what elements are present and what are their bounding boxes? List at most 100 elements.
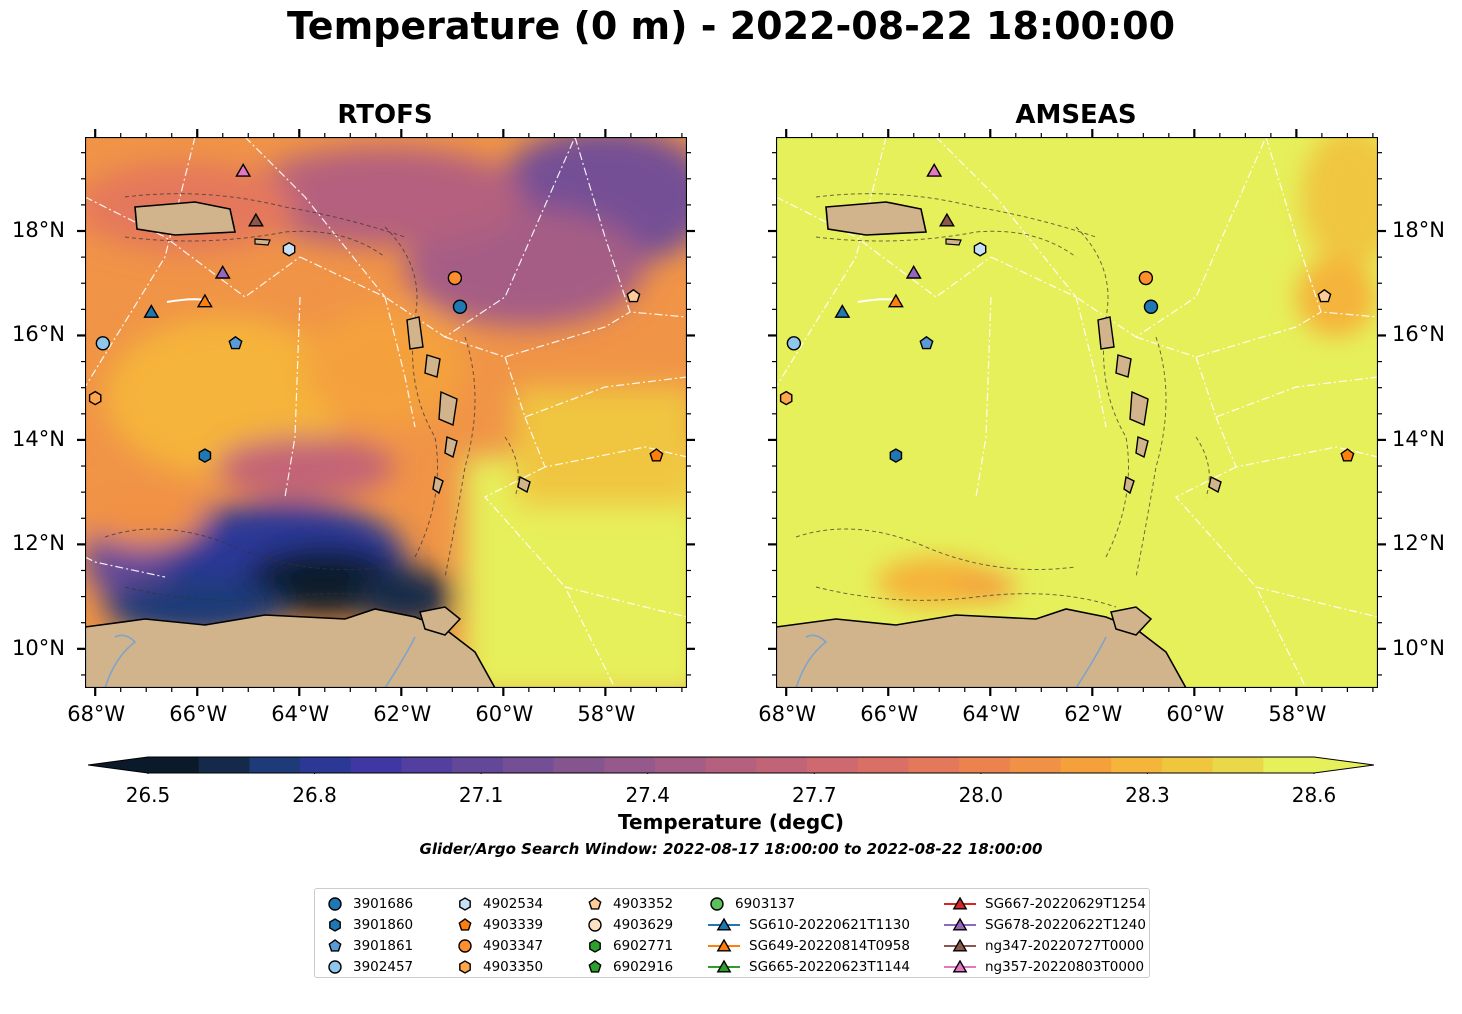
legend: 3901686 3901860 3901861 3902457 4902534 49033…	[314, 888, 1150, 978]
hexagon-marker	[329, 917, 341, 932]
colorbar-tick-label: 28.3	[1125, 783, 1170, 807]
triangle-marker	[196, 293, 213, 308]
legend-label: 4903629	[613, 916, 674, 933]
hexagon-icon	[589, 938, 601, 953]
legend-item: 3902457	[325, 956, 413, 977]
colorbar-segment	[452, 757, 504, 773]
colorbar-segment	[1060, 757, 1112, 773]
colorbar-segment	[148, 757, 200, 773]
triangle-icon	[708, 917, 740, 931]
colorbar-segment	[1161, 757, 1214, 773]
legend-label: 3901861	[353, 937, 414, 954]
triangle-marker	[938, 212, 955, 227]
legend-item: SG678-20220622T1240	[943, 914, 1146, 935]
lon-tick-label: 62°W	[373, 702, 432, 726]
circle-marker	[1143, 299, 1159, 314]
pentagon-marker	[228, 335, 243, 350]
lon-tick-label: 68°W	[67, 702, 126, 726]
eez-boundaries	[85, 137, 687, 688]
colorbar-segment	[857, 757, 910, 773]
observation-markers	[88, 162, 664, 463]
lon-tick-label: 68°W	[758, 702, 817, 726]
colorbar-title: Temperature (degC)	[618, 810, 844, 834]
legend-column: 4903352 4903629 6902771 6902916	[585, 893, 673, 977]
colorbar-segment	[249, 757, 301, 773]
legend-item: 3901686	[325, 893, 413, 914]
colorbar-segment	[502, 757, 555, 773]
tick-marks	[77, 129, 695, 696]
lon-tick-label: 60°W	[475, 702, 534, 726]
lat-tick-label: 16°N	[12, 322, 65, 347]
colorbar-segment	[1263, 757, 1315, 773]
legend-label: 6903137	[735, 895, 796, 912]
lat-tick-label: 10°N	[1392, 635, 1445, 660]
legend-item: SG667-20220629T1254	[943, 893, 1146, 914]
lon-tick-label: 58°W	[577, 702, 636, 726]
legend-item: 4902534	[455, 893, 543, 914]
temperature-field	[876, 137, 1378, 607]
legend-item: ng347-20220727T0000	[943, 935, 1146, 956]
colorbar-tick-label: 26.8	[292, 783, 337, 807]
circle-icon	[328, 896, 342, 911]
rivers	[795, 634, 1107, 688]
triangle-marker	[887, 293, 904, 308]
triangle-marker	[214, 264, 231, 279]
legend-label: ng357-20220803T0000	[985, 958, 1145, 975]
eez-boundaries	[776, 137, 1378, 688]
triangle-marker	[952, 938, 968, 952]
legend-item: 4903339	[455, 914, 543, 935]
triangle-icon	[944, 938, 976, 952]
lat-tick-label: 16°N	[1392, 322, 1445, 347]
circle-icon	[458, 938, 472, 953]
hexagon-marker	[459, 896, 471, 911]
legend-item: 6902771	[585, 935, 673, 956]
circle-marker	[95, 336, 111, 351]
legend-item: 4903347	[455, 935, 543, 956]
triangle-icon	[944, 896, 976, 910]
legend-label: SG665-20220623T1144	[749, 958, 910, 975]
pentagon-marker	[588, 959, 602, 973]
colorbar-segment	[807, 757, 859, 773]
legend-column: SG667-20220629T1254 SG678-20220622T1240 ng…	[943, 893, 1146, 977]
circle-marker	[328, 896, 342, 911]
hexagon-icon	[459, 896, 471, 911]
pentagon-marker	[588, 896, 602, 910]
hexagon-marker	[973, 241, 987, 257]
triangle-marker	[716, 938, 732, 952]
colorbar-tick-label: 28.6	[1291, 783, 1337, 807]
legend-label: 3901686	[353, 895, 414, 912]
pentagon-icon	[588, 959, 602, 973]
colorbar-segment	[756, 757, 808, 773]
pentagon-marker	[649, 448, 664, 462]
triangle-marker	[952, 959, 968, 973]
lat-tick-label: 14°N	[12, 426, 65, 451]
amseas-map	[776, 137, 1378, 688]
colorbar-segment	[1111, 757, 1163, 773]
legend-item: 3901860	[325, 914, 413, 935]
colorbar-scale	[87, 756, 1375, 774]
legend-label: SG667-20220629T1254	[985, 895, 1146, 912]
lon-tick-label: 58°W	[1268, 702, 1327, 726]
legend-item: 3901861	[325, 935, 413, 956]
triangle-marker	[247, 212, 264, 227]
lon-tick-label: 66°W	[860, 702, 919, 726]
colorbar-segment	[604, 757, 656, 773]
colorbar-segment	[553, 757, 605, 773]
rtofs-map	[85, 137, 687, 688]
pentagon-marker	[626, 288, 641, 303]
colorbar-segment	[401, 757, 453, 773]
circle-marker	[1138, 270, 1154, 286]
triangle-icon	[708, 938, 740, 952]
colorbar-extend-high	[1314, 757, 1374, 773]
hexagon-marker	[459, 959, 471, 974]
legend-label: 4903352	[613, 895, 674, 912]
colorbar-segment	[300, 757, 352, 773]
circle-marker	[786, 336, 802, 351]
colorbar-segment	[350, 757, 403, 773]
legend-label: 4903350	[483, 958, 544, 975]
colorbar-segment	[1212, 757, 1264, 773]
colorbar-segment	[908, 757, 960, 773]
tick-marks	[768, 129, 1386, 696]
circle-marker	[458, 938, 472, 953]
pentagon-marker	[1317, 288, 1332, 303]
